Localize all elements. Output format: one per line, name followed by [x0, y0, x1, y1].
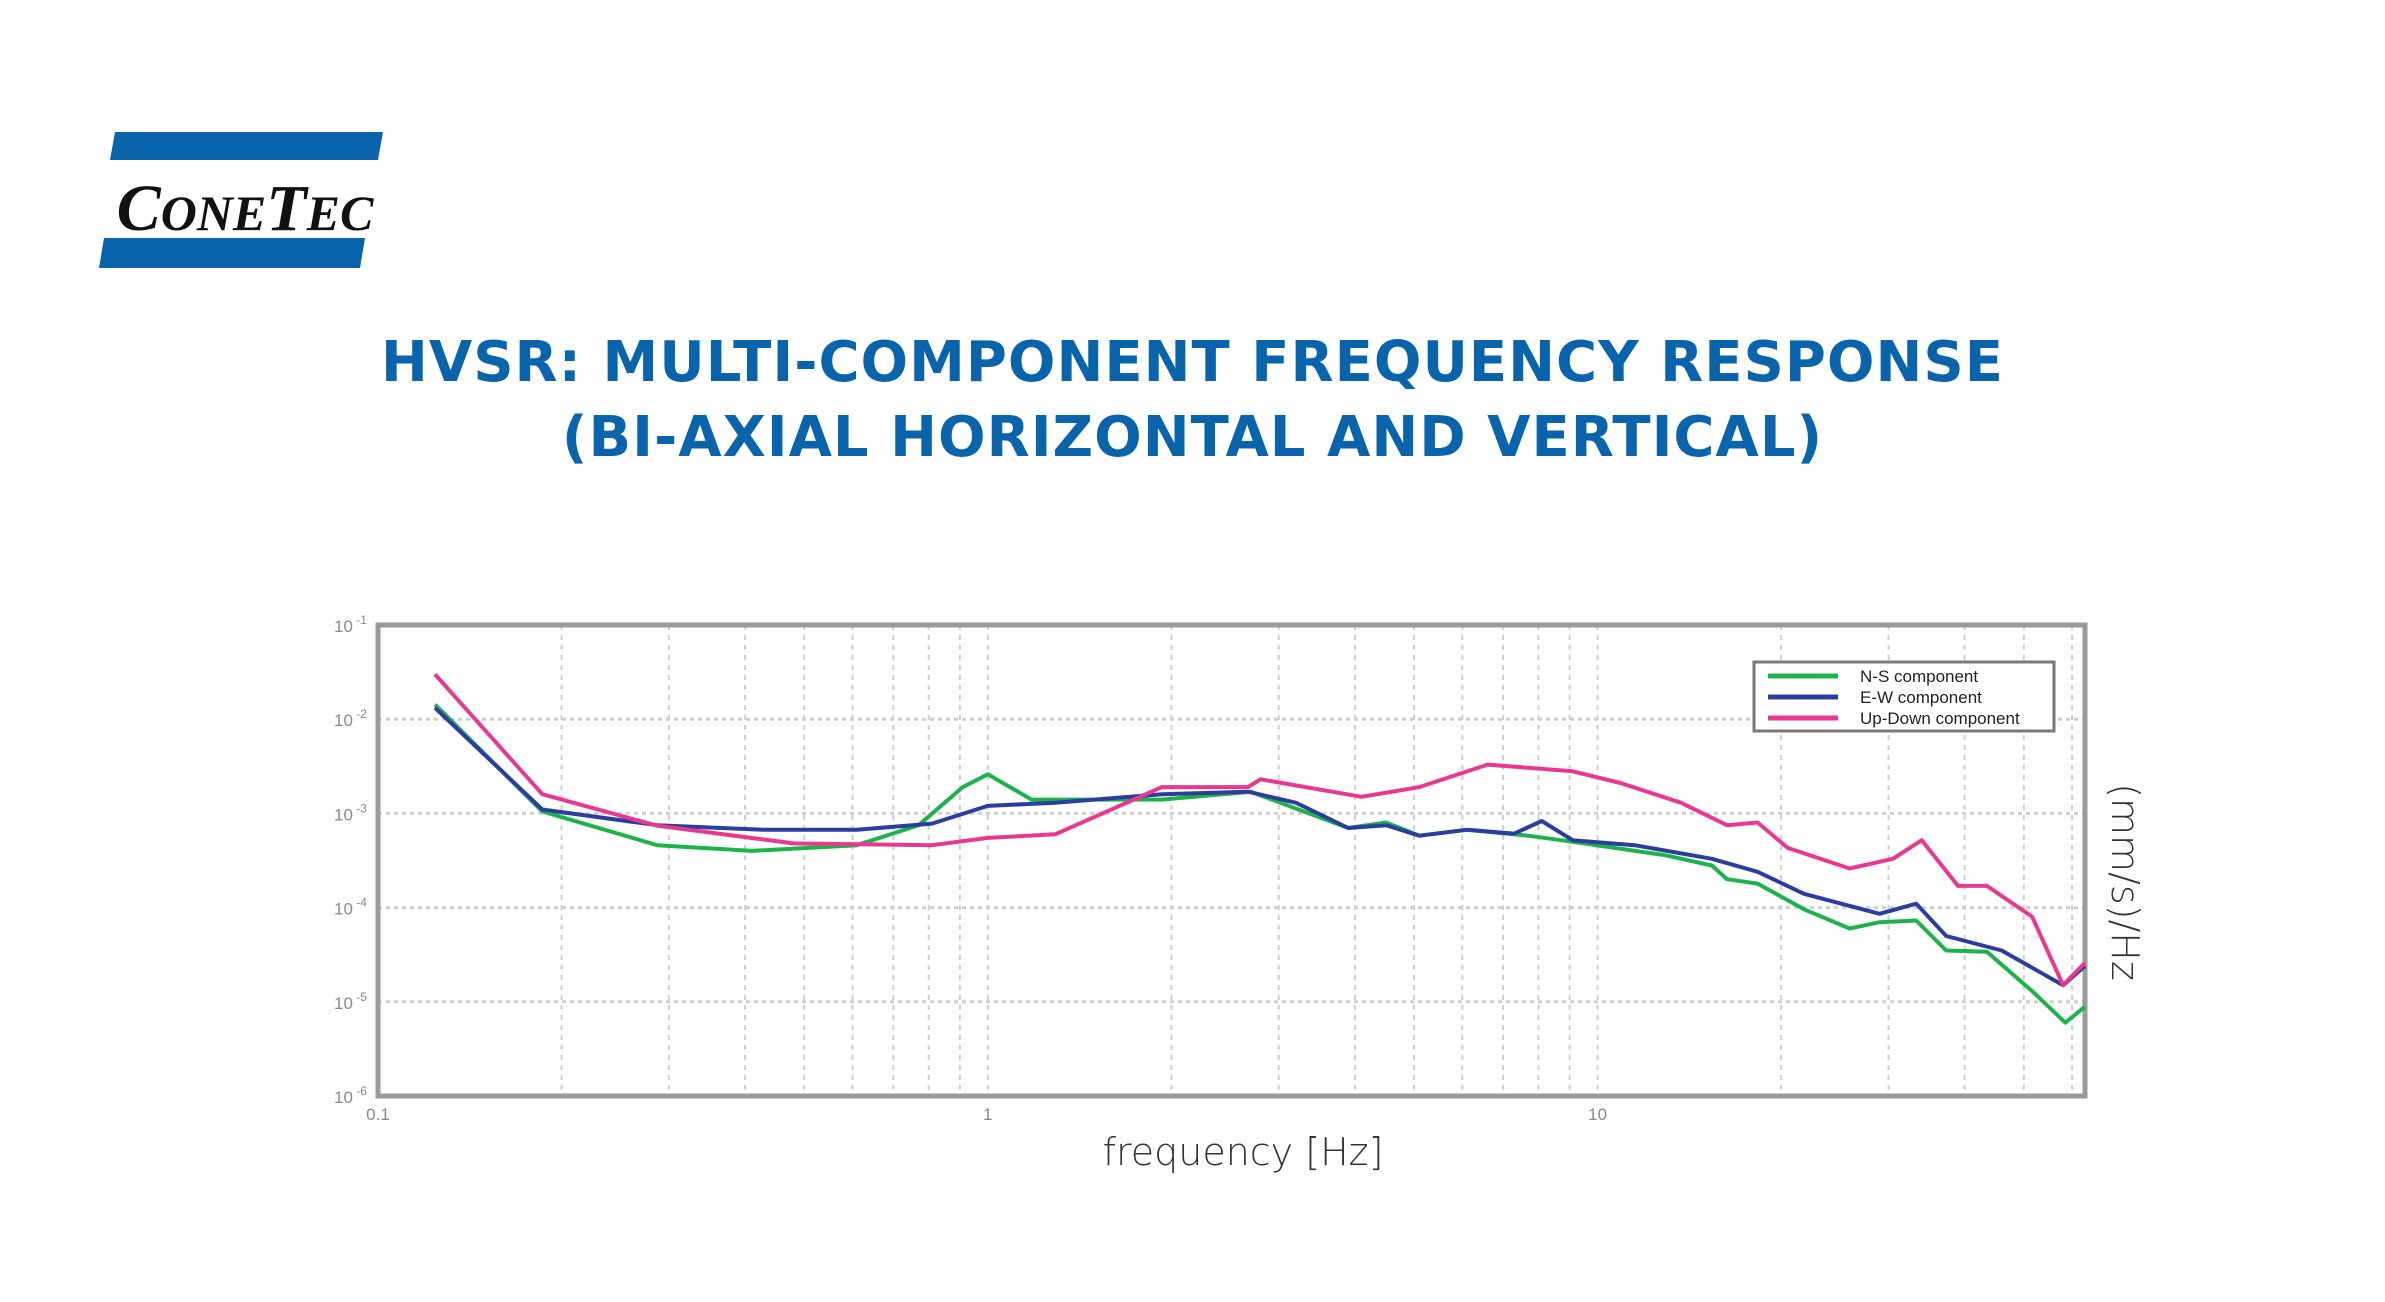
logo-top-bar	[110, 132, 383, 160]
legend-entry: N-S component	[1860, 667, 1978, 686]
plot-frame	[375, 622, 2088, 1099]
y-tick-label: 10 -1	[334, 613, 367, 636]
legend-entry: Up-Down component	[1860, 709, 2020, 728]
x-tick-label: 1	[983, 1105, 992, 1124]
series-lines	[433, 672, 2087, 1025]
logo-graphic: CONETEC	[99, 132, 383, 268]
x-tick-label: 0.1	[366, 1105, 390, 1124]
y-axis-label: (mm/s)/Hz	[2103, 783, 2147, 981]
grid	[378, 625, 2085, 1096]
legend-entry: E-W component	[1860, 688, 1982, 707]
series-line-ew	[433, 706, 2087, 988]
x-axis-label: frequency [Hz]	[1103, 1130, 1384, 1174]
y-tick-label: 10 -5	[334, 990, 367, 1013]
y-tick-label: 10 -2	[334, 707, 367, 730]
page-title-line2: (BI-AXIAL HORIZONTAL AND VERTICAL)	[561, 405, 1824, 470]
logo-bottom-bar	[99, 238, 365, 268]
y-tick-label: 10 -6	[334, 1084, 367, 1107]
tick-labels: 0.1 1 10 10 -1 10 -2 10 -3 10 -4 10 -5 10 -6	[334, 613, 1607, 1124]
y-tick-label: 10 -4	[334, 896, 367, 919]
x-tick-label: 10	[1588, 1105, 1607, 1124]
page-title-line1: HVSR: MULTI-COMPONENT FREQUENCY RESPONSE	[381, 330, 2004, 395]
series-line-updown	[433, 672, 2087, 988]
legend: N-S component E-W component Up-Down compon…	[1752, 660, 2056, 733]
logo-text: CONETEC	[117, 172, 374, 245]
y-tick-label: 10 -3	[334, 801, 367, 824]
conetec-logo: CONETEC	[95, 130, 395, 270]
